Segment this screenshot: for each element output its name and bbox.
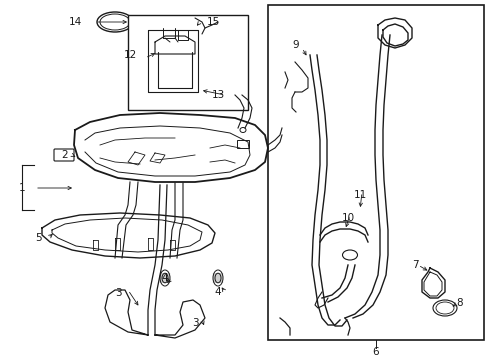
Text: 11: 11 [353, 190, 366, 200]
Text: 1: 1 [19, 183, 25, 193]
Text: 9: 9 [292, 40, 299, 50]
Bar [267, 5, 483, 340]
Text: 6: 6 [372, 347, 379, 357]
Text: 12: 12 [123, 50, 136, 60]
Text: 10: 10 [341, 213, 354, 223]
Bar [128, 15, 247, 110]
Text: 8: 8 [456, 298, 462, 308]
Text: 15: 15 [206, 17, 219, 27]
Text: 7: 7 [411, 260, 417, 270]
Text: 4: 4 [214, 287, 221, 297]
Bar [237, 140, 248, 148]
Text: 3: 3 [191, 318, 198, 328]
Text: 4: 4 [162, 273, 168, 283]
Text: 2: 2 [61, 150, 68, 160]
Text: 14: 14 [68, 17, 81, 27]
Text: 3: 3 [115, 288, 121, 298]
Text: 5: 5 [35, 233, 41, 243]
Text: 13: 13 [211, 90, 224, 100]
